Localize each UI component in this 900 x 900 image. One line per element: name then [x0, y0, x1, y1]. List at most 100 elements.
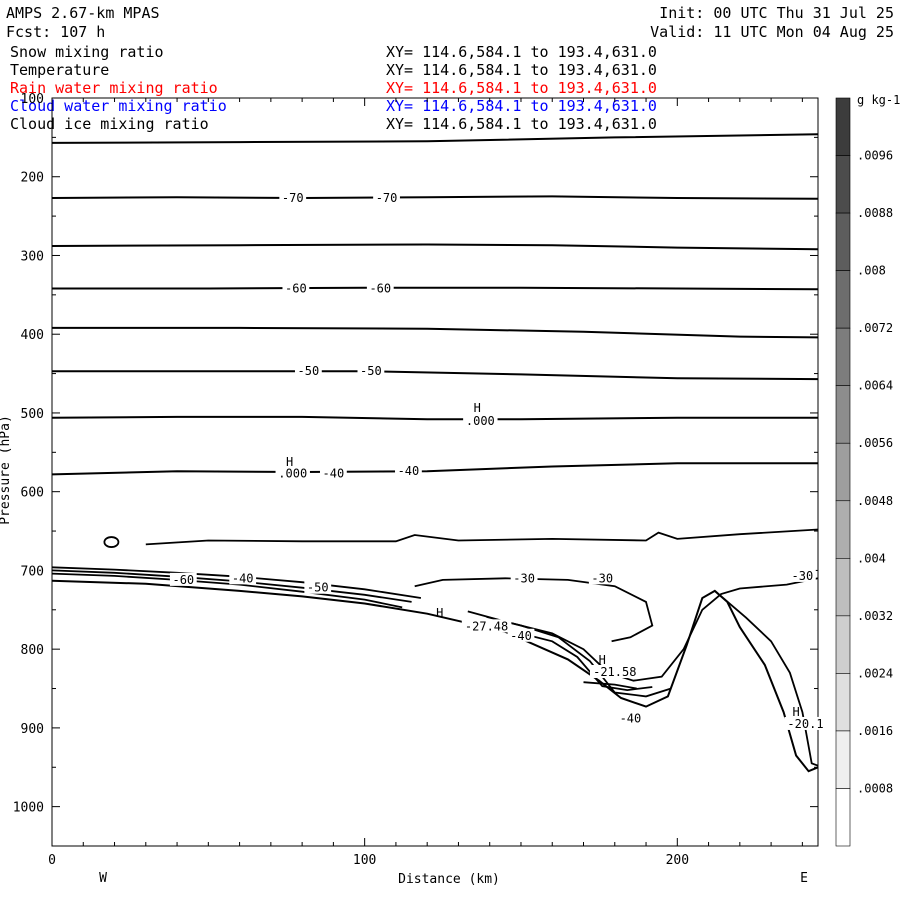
contour-label: -40: [323, 467, 345, 481]
colorbar-tick-label: .004: [857, 551, 886, 565]
contour-label: -60: [172, 573, 194, 587]
colorbar-swatch: [835, 673, 851, 732]
contour-label-bg: [366, 281, 394, 295]
y-tick-label: 100: [21, 92, 44, 107]
contour-label: -70: [376, 191, 398, 205]
legend-xy: XY= 114.6,584.1 to 193.4,631.0: [386, 61, 657, 79]
contour-label: -30: [513, 571, 535, 585]
colorbar-swatch: [835, 97, 851, 156]
x-tick-label: 100: [353, 853, 376, 868]
legend-name: Snow mixing ratio: [10, 43, 164, 61]
contour-label: .000: [278, 467, 307, 481]
contour-label: -40: [510, 629, 532, 643]
contour-label: -70: [282, 191, 304, 205]
legend-name: Cloud ice mixing ratio: [10, 115, 209, 133]
contour-label: -50: [298, 364, 320, 378]
contour-label: -60: [369, 282, 391, 296]
colorbar-tick-label: .0088: [857, 206, 893, 220]
contour-label: -50: [360, 364, 382, 378]
contour-label-bg: [169, 572, 197, 586]
model-title: AMPS 2.67-km MPAS: [6, 4, 160, 22]
colorbar-tick-label: .0048: [857, 494, 893, 508]
contour-label: -50: [307, 581, 329, 595]
high-marker: H: [436, 606, 443, 620]
closed-contour: [103, 536, 120, 548]
isotherm-contour: [51, 133, 819, 144]
colorbar-tick-label: .008: [857, 264, 886, 278]
colorbar-swatch: [835, 212, 851, 271]
contour-label-bg: [304, 580, 332, 594]
legend-name: Temperature: [10, 61, 109, 79]
isotherm-contour: [51, 195, 819, 200]
y-tick-label: 300: [21, 249, 44, 264]
colorbar-tick-label: .0064: [857, 379, 893, 393]
y-tick-label: 900: [21, 722, 44, 737]
temperature-contour: [414, 577, 654, 643]
contour-label-bg: [461, 619, 512, 633]
x-tick-label: 200: [666, 853, 689, 868]
contour-label-bg: [294, 364, 322, 378]
y-tick-label: 400: [21, 328, 44, 343]
isotherm-contour: [52, 370, 819, 381]
y-tick-label: 500: [21, 407, 44, 422]
colorbar-swatch: [835, 155, 851, 214]
legend-xy: XY= 114.6,584.1 to 193.4,631.0: [386, 97, 657, 115]
y-tick-label: 600: [21, 486, 44, 501]
forecast-hour: Fcst: 107 h: [6, 23, 106, 41]
contour-label-bg: [463, 413, 498, 427]
legend-xy: XY= 114.6,584.1 to 193.4,631.0: [386, 115, 657, 133]
contour-label: -30: [792, 569, 814, 583]
colorbar-tick-label: .0024: [857, 666, 893, 680]
legend-xy: XY= 114.6,584.1 to 193.4,631.0: [386, 79, 657, 97]
contour-label: -30: [591, 571, 613, 585]
isotherm-contour: [52, 326, 819, 339]
terrain-line: [51, 579, 819, 773]
colorbar-tick-label: .0016: [857, 724, 893, 738]
y-tick-label: 200: [21, 171, 44, 186]
colorbar-swatch: [835, 270, 851, 329]
contour-label-bg: [357, 364, 385, 378]
x-tick-label: 0: [48, 853, 56, 868]
high-marker: H: [286, 455, 293, 469]
colorbar-swatch: [835, 730, 851, 789]
contour-label: -20.1: [787, 717, 823, 731]
temperature-contour: [520, 632, 653, 692]
x-end-label-east: E: [800, 871, 808, 886]
contour-label-bg: [319, 466, 347, 480]
contour-label-bg: [275, 466, 310, 480]
isotherm-contour: [52, 286, 819, 291]
x-axis-title: Distance (km): [398, 872, 500, 887]
contour-label-bg: [510, 571, 538, 585]
temperature-contour: [714, 590, 819, 767]
contour-label-bg: [282, 281, 310, 295]
colorbar-swatch: [835, 500, 851, 559]
contour-label: .000: [466, 414, 495, 428]
colorbar-swatch: [835, 558, 851, 617]
y-tick-label: 1000: [13, 801, 44, 816]
colorbar-unit: g kg-1: [857, 93, 900, 107]
plot-frame: [51, 97, 819, 847]
contour-label-bg: [279, 190, 307, 204]
temperature-contour: [145, 528, 819, 546]
contour-label-bg: [373, 190, 400, 204]
colorbar-tick-label: .0056: [857, 436, 893, 450]
contour-label: -40: [232, 571, 254, 585]
colorbar-swatch: [835, 615, 851, 674]
contour-label: -40: [620, 711, 642, 725]
y-tick-label: 800: [21, 643, 44, 658]
colorbar-tick-label: .0008: [857, 781, 893, 795]
contour-label: -21.58: [593, 665, 636, 679]
colorbar-swatch: [835, 442, 851, 502]
contour-label-bg: [784, 716, 827, 730]
high-marker: H: [792, 705, 799, 719]
init-time: Init: 00 UTC Thu 31 Jul 25: [659, 4, 894, 22]
contour-label: -40: [398, 464, 420, 478]
colorbar-swatch: [835, 327, 851, 386]
high-marker: H: [474, 401, 481, 415]
colorbar-tick-label: .0072: [857, 321, 893, 335]
temperature-contour: [51, 572, 403, 609]
temperature-contour: [467, 577, 819, 682]
colorbar-tick-label: .0032: [857, 609, 893, 623]
isotherm-contour: [51, 243, 819, 251]
